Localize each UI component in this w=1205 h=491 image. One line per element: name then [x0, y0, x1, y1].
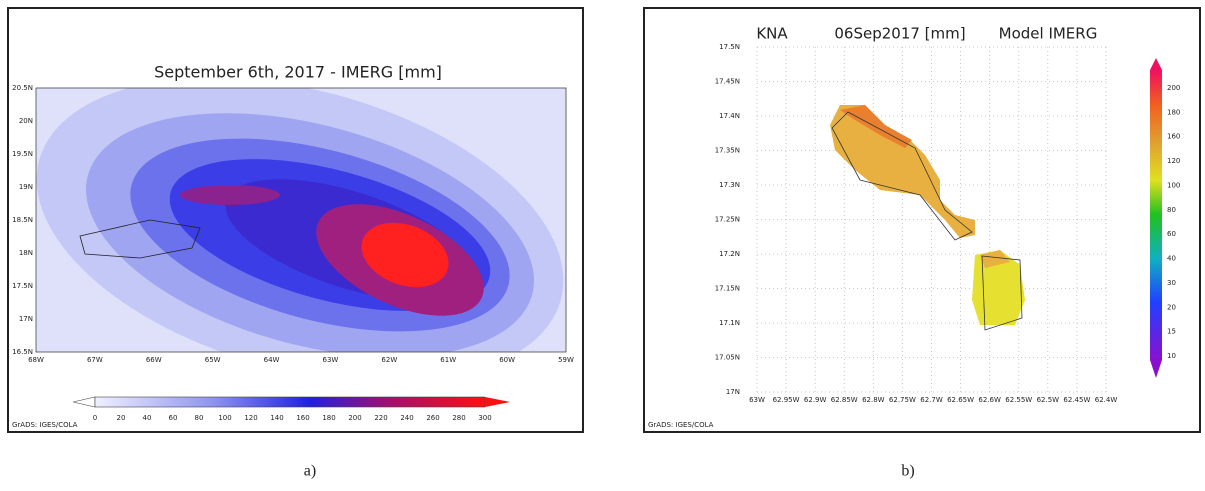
- x-tick-label: 62.7W: [920, 396, 943, 404]
- y-tick-label: 17.35N: [715, 147, 740, 155]
- footer: GrADS: IGES/COLA: [648, 421, 714, 429]
- x-tick-label: 63W: [749, 396, 765, 404]
- y-tick-label: 20.5N: [12, 84, 33, 92]
- colorbar-label: 180: [322, 414, 335, 422]
- y-tick-label: 17.15N: [715, 285, 740, 293]
- x-tick-label: 62.5W: [1037, 396, 1060, 404]
- x-tick-label: 62.6W: [978, 396, 1001, 404]
- x-tick-label: 63W: [323, 356, 339, 364]
- y-tick-label: 17.1N: [719, 319, 740, 327]
- colorbar-label: 200: [348, 414, 361, 422]
- colorbar-label: 120: [1167, 157, 1180, 165]
- y-tick-label: 17.5N: [12, 282, 33, 290]
- y-tick-label: 18.5N: [12, 216, 33, 224]
- y-tick-label: 20N: [19, 117, 33, 125]
- colorbar-label: 100: [218, 414, 231, 422]
- x-tick-label: 62.8W: [862, 396, 885, 404]
- footer: GrADS: IGES/COLA: [12, 421, 78, 429]
- x-tick-label: 64W: [264, 356, 280, 364]
- y-tick-label: 18N: [19, 249, 33, 257]
- panel-title: Model IMERG: [999, 25, 1098, 43]
- x-tick-label: 68W: [28, 356, 44, 364]
- x-tick-label: 62.4W: [1095, 396, 1118, 404]
- y-tick-label: 17N: [726, 388, 740, 396]
- colorbar-label: 80: [1167, 206, 1176, 214]
- colorbar-label: 20: [117, 414, 126, 422]
- colorbar-label: 140: [270, 414, 283, 422]
- y-tick-label: 17.45N: [715, 78, 740, 86]
- colorbar-label: 160: [296, 414, 309, 422]
- x-tick-label: 62.75W: [889, 396, 916, 404]
- colorbar-label: 60: [1167, 230, 1176, 238]
- x-tick-label: 67W: [87, 356, 103, 364]
- colorbar: [1150, 70, 1162, 360]
- colorbar-label: 220: [374, 414, 387, 422]
- x-tick-label: 62W: [381, 356, 397, 364]
- colorbar-label: 120: [244, 414, 257, 422]
- x-tick-label: 62.85W: [831, 396, 858, 404]
- colorbar-label: 240: [400, 414, 413, 422]
- colorbar-label: 280: [452, 414, 465, 422]
- x-tick-label: 60W: [499, 356, 515, 364]
- colorbar-label: 60: [169, 414, 178, 422]
- x-tick-label: 62.9W: [804, 396, 827, 404]
- colorbar-label: 180: [1167, 108, 1180, 116]
- panel-title: KNA: [756, 25, 788, 43]
- colorbar-label: 300: [478, 414, 491, 422]
- colorbar-label: 40: [143, 414, 152, 422]
- figure: September 6th, 2017 - IMERG [mm] KNA 06S…: [0, 0, 1205, 487]
- x-tick-label: 66W: [146, 356, 162, 364]
- colorbar: [95, 397, 485, 407]
- y-tick-label: 17N: [19, 315, 33, 323]
- panel-title: 06Sep2017 [mm]: [834, 25, 965, 43]
- y-tick-label: 17.25N: [715, 216, 740, 224]
- colorbar-label: 30: [1167, 279, 1176, 287]
- y-tick-label: 17.3N: [719, 181, 740, 189]
- colorbar-label: 260: [426, 414, 439, 422]
- colorbar-label: 100: [1167, 181, 1180, 189]
- colorbar-label: 160: [1167, 133, 1180, 141]
- y-tick-label: 17.5N: [719, 43, 740, 51]
- y-tick-label: 17.4N: [719, 112, 740, 120]
- x-tick-label: 65W: [205, 356, 221, 364]
- colorbar-label: 80: [195, 414, 204, 422]
- y-tick-label: 19.5N: [12, 150, 33, 158]
- x-tick-label: 61W: [440, 356, 456, 364]
- y-tick-label: 19N: [19, 183, 33, 191]
- x-tick-label: 62.95W: [773, 396, 800, 404]
- panel-title: September 6th, 2017 - IMERG [mm]: [154, 63, 442, 82]
- y-tick-label: 16.5N: [12, 348, 33, 356]
- colorbar-label: 200: [1167, 84, 1180, 92]
- y-tick-label: 17.2N: [719, 250, 740, 258]
- colorbar-label: 20: [1167, 303, 1176, 311]
- caption: a): [304, 463, 316, 480]
- colorbar-label: 40: [1167, 255, 1176, 263]
- y-tick-label: 17.05N: [715, 354, 740, 362]
- caption: b): [901, 463, 914, 480]
- x-tick-label: 62.65W: [947, 396, 974, 404]
- colorbar-label: 15: [1167, 328, 1176, 336]
- x-tick-label: 59W: [558, 356, 574, 364]
- colorbar-label: 10: [1167, 352, 1176, 360]
- x-tick-label: 62.45W: [1063, 396, 1090, 404]
- colorbar-label: 0: [93, 414, 97, 422]
- x-tick-label: 62.55W: [1005, 396, 1032, 404]
